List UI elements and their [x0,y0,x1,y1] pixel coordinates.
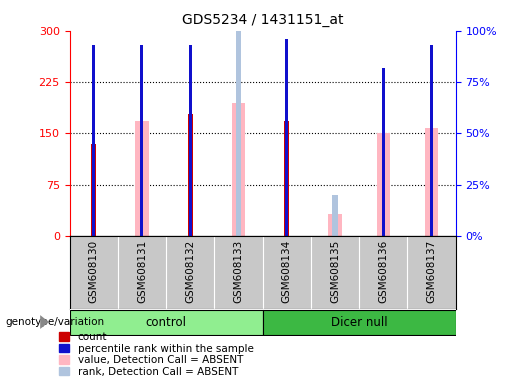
Bar [91,144,96,236]
Bar [70,310,263,334]
Text: GSM608133: GSM608133 [233,240,244,303]
Bar [135,121,149,236]
Text: GSM608137: GSM608137 [426,240,437,303]
Bar [285,39,288,236]
Text: GSM608136: GSM608136 [379,240,388,303]
Bar [236,20,242,236]
Text: GSM608131: GSM608131 [137,240,147,303]
Bar [382,68,385,236]
Bar [189,45,192,236]
Bar [232,103,245,236]
Legend: count, percentile rank within the sample, value, Detection Call = ABSENT, rank, : count, percentile rank within the sample… [57,330,255,379]
Text: control: control [146,316,186,329]
Bar [329,214,342,236]
Bar [263,310,456,334]
Text: genotype/variation: genotype/variation [5,317,104,327]
Bar [92,45,95,236]
Bar [188,114,193,236]
Bar [332,195,338,236]
Bar [141,45,143,236]
Text: GSM608135: GSM608135 [330,240,340,303]
Bar [425,128,438,236]
Title: GDS5234 / 1431151_at: GDS5234 / 1431151_at [182,13,344,27]
Text: Dicer null: Dicer null [331,316,387,329]
Text: GSM608130: GSM608130 [89,240,99,303]
Text: GSM608134: GSM608134 [282,240,292,303]
Bar [376,133,390,236]
Bar [284,121,289,236]
Text: GSM608132: GSM608132 [185,240,195,303]
Bar [430,45,433,236]
